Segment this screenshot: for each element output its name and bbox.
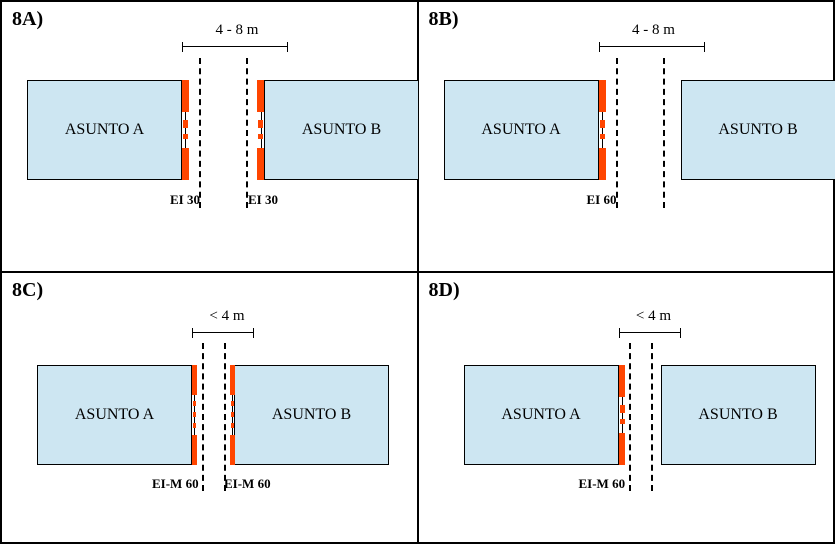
fire-dot-b1 — [258, 120, 263, 128]
building-b: ASUNTO B — [234, 365, 389, 465]
fire-wall-a-bot — [192, 435, 197, 465]
building-b: ASUNTO B — [264, 80, 419, 180]
fire-dot-a1 — [600, 120, 605, 128]
fire-wall-a-bot — [599, 148, 606, 180]
wall-caption-a: EI 30 — [170, 192, 200, 208]
fire-wall-b-top — [257, 80, 264, 112]
fire-dot-a3 — [193, 423, 196, 428]
panel-label: 8D) — [429, 279, 460, 302]
panel-8a: 8A) 4 - 8 m ASUNTO A ASUNTO B EI 30 EI 3… — [1, 1, 418, 272]
dim-line — [192, 332, 254, 333]
dim-text: < 4 m — [619, 308, 689, 325]
fire-dot-a2 — [183, 134, 188, 139]
fire-dot-a1 — [193, 401, 196, 406]
fire-wall-a-top — [182, 80, 189, 112]
fire-wall-b-bot — [257, 148, 264, 180]
building-a-label: ASUNTO A — [501, 406, 580, 424]
fire-wall-b-bot — [230, 435, 235, 465]
dim-line — [599, 46, 705, 47]
fire-dot-b3 — [231, 423, 234, 428]
panel-8c: 8C) < 4 m ASUNTO A ASUNTO B EI-M 60 EI-M… — [1, 272, 418, 543]
figure-grid: 8A) 4 - 8 m ASUNTO A ASUNTO B EI 30 EI 3… — [0, 0, 835, 544]
fire-wall-b-top — [230, 365, 235, 395]
building-b: ASUNTO B — [681, 80, 835, 180]
dim-line — [619, 332, 681, 333]
wall-caption-a: EI 60 — [587, 192, 617, 208]
fire-wall-a-top — [619, 365, 625, 397]
panel-label: 8A) — [12, 8, 43, 31]
building-a: ASUNTO A — [464, 365, 619, 465]
fire-dot-b1 — [231, 401, 234, 406]
building-b: ASUNTO B — [661, 365, 816, 465]
fire-wall-a-top — [192, 365, 197, 395]
panel-8b: 8B) 4 - 8 m ASUNTO A ASUNTO B EI 60 — [418, 1, 835, 272]
fire-wall-a-bot — [619, 433, 625, 465]
building-b-label: ASUNTO B — [302, 121, 381, 139]
dim-text: 4 - 8 m — [604, 22, 704, 39]
panel-8d: 8D) < 4 m ASUNTO A ASUNTO B EI-M 60 — [418, 272, 835, 543]
fire-dot-a1 — [620, 405, 625, 413]
building-b-label: ASUNTO B — [718, 121, 797, 139]
building-a: ASUNTO A — [27, 80, 182, 180]
wall-caption-a: EI-M 60 — [579, 476, 626, 492]
fire-dot-b2 — [231, 412, 234, 417]
dash-line-right — [651, 343, 653, 491]
fire-dot-a1 — [183, 120, 188, 128]
dash-line-right — [246, 58, 248, 208]
wall-caption-b: EI-M 60 — [224, 476, 271, 492]
building-a-label: ASUNTO A — [75, 406, 154, 424]
wall-caption-a: EI-M 60 — [152, 476, 199, 492]
wall-caption-b: EI 30 — [248, 192, 278, 208]
building-a-label: ASUNTO A — [481, 121, 560, 139]
dash-line-left — [202, 343, 204, 491]
building-a: ASUNTO A — [37, 365, 192, 465]
panel-label: 8C) — [12, 279, 43, 302]
dim-text: 4 - 8 m — [187, 22, 287, 39]
fire-dot-a2 — [193, 412, 196, 417]
fire-dot-a2 — [620, 419, 625, 424]
building-a-label: ASUNTO A — [65, 121, 144, 139]
panel-label: 8B) — [429, 8, 459, 31]
dash-line-left — [629, 343, 631, 491]
building-a: ASUNTO A — [444, 80, 599, 180]
fire-dot-b2 — [258, 134, 263, 139]
dash-line-left — [616, 58, 618, 208]
dash-line-right — [224, 343, 226, 491]
building-b-label: ASUNTO B — [698, 406, 777, 424]
dim-text: < 4 m — [192, 308, 262, 325]
fire-wall-a-bot — [182, 148, 189, 180]
dash-line-right — [663, 58, 665, 208]
building-b-label: ASUNTO B — [272, 406, 351, 424]
dim-line — [182, 46, 288, 47]
dash-line-left — [199, 58, 201, 208]
fire-wall-a-top — [599, 80, 606, 112]
fire-dot-a2 — [600, 134, 605, 139]
